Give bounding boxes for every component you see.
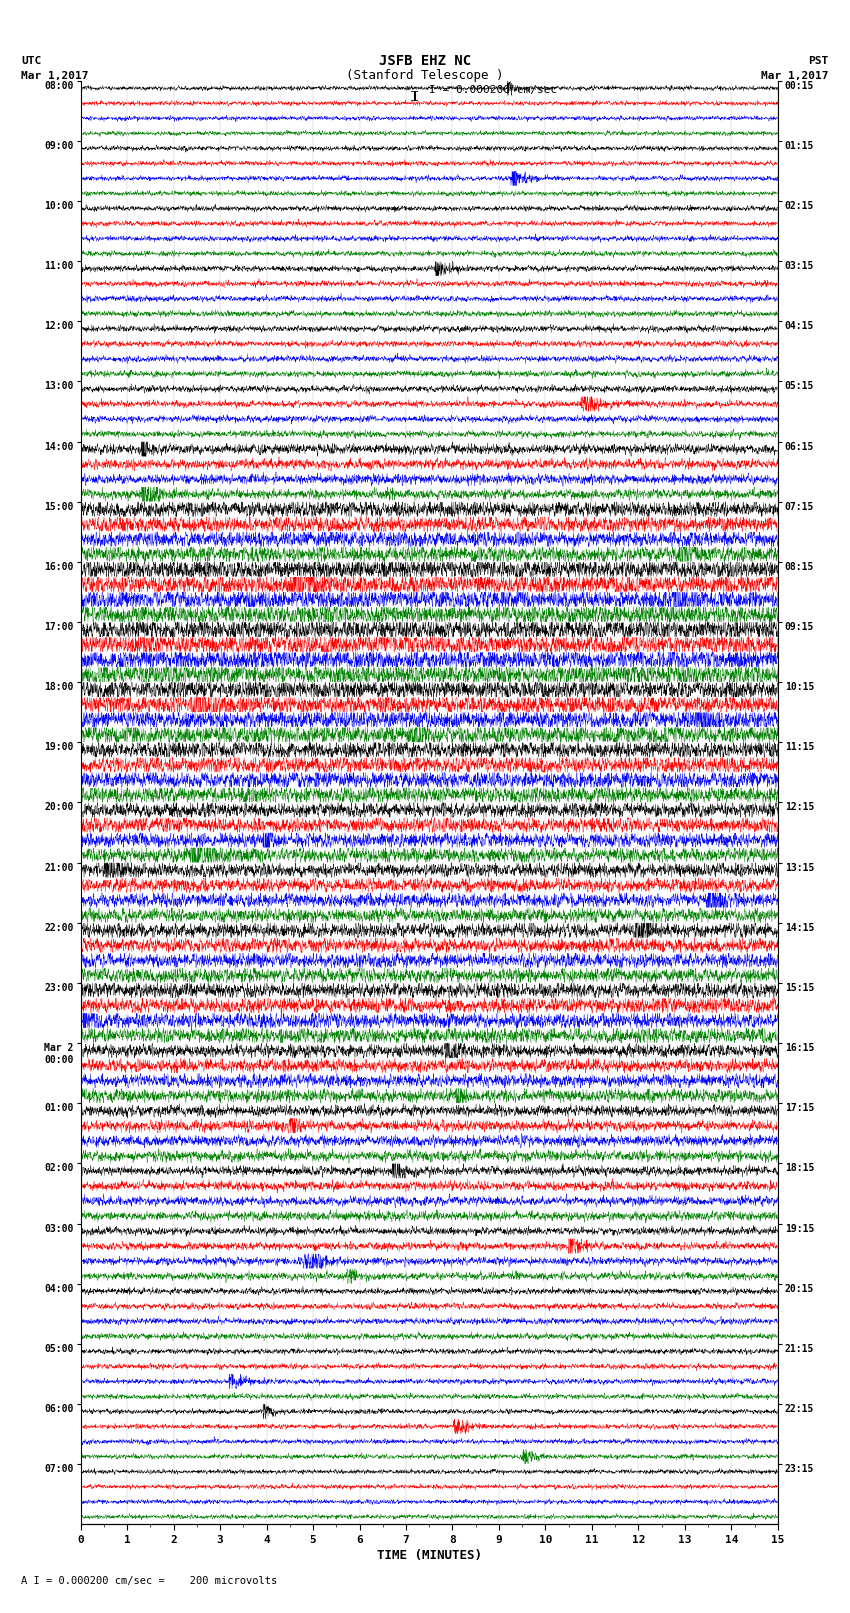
Text: Mar 1,2017: Mar 1,2017 xyxy=(762,71,829,81)
Text: UTC: UTC xyxy=(21,56,42,66)
Text: Mar 1,2017: Mar 1,2017 xyxy=(21,71,88,81)
Text: A I = 0.000200 cm/sec =    200 microvolts: A I = 0.000200 cm/sec = 200 microvolts xyxy=(21,1576,277,1586)
Text: I = 0.000200 cm/sec: I = 0.000200 cm/sec xyxy=(429,85,558,95)
Text: PST: PST xyxy=(808,56,829,66)
Text: (Stanford Telescope ): (Stanford Telescope ) xyxy=(346,69,504,82)
X-axis label: TIME (MINUTES): TIME (MINUTES) xyxy=(377,1548,482,1561)
Text: JSFB EHZ NC: JSFB EHZ NC xyxy=(379,55,471,68)
